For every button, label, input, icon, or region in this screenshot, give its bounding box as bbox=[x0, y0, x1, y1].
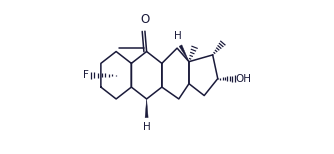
Text: OH: OH bbox=[235, 74, 252, 84]
Text: H: H bbox=[143, 122, 151, 132]
Polygon shape bbox=[145, 99, 148, 118]
Text: H: H bbox=[174, 30, 181, 41]
Text: O: O bbox=[140, 13, 150, 26]
Text: F: F bbox=[84, 70, 90, 80]
Polygon shape bbox=[179, 45, 189, 62]
